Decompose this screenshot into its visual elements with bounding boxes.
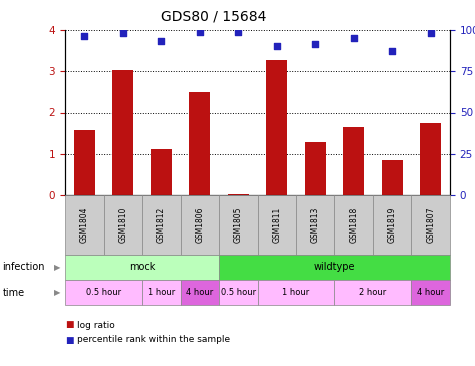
- Text: GSM1819: GSM1819: [388, 207, 397, 243]
- Text: 1 hour: 1 hour: [282, 288, 310, 297]
- Text: mock: mock: [129, 262, 155, 273]
- Text: 1 hour: 1 hour: [148, 288, 175, 297]
- Text: time: time: [2, 288, 25, 298]
- Text: ▶: ▶: [54, 288, 60, 297]
- Point: [427, 30, 435, 36]
- Text: wildtype: wildtype: [314, 262, 355, 273]
- Point: [312, 41, 319, 47]
- Text: GSM1806: GSM1806: [195, 207, 204, 243]
- Text: ▶: ▶: [54, 263, 60, 272]
- Text: GSM1810: GSM1810: [118, 207, 127, 243]
- Bar: [381, 160, 403, 195]
- Point: [350, 36, 358, 41]
- Text: ■: ■: [65, 336, 74, 344]
- Bar: [74, 130, 95, 195]
- Text: GSM1804: GSM1804: [80, 207, 89, 243]
- Text: 2 hour: 2 hour: [360, 288, 387, 297]
- Text: GSM1805: GSM1805: [234, 207, 243, 243]
- Text: percentile rank within the sample: percentile rank within the sample: [77, 336, 230, 344]
- Text: GSM1813: GSM1813: [311, 207, 320, 243]
- Text: 4 hour: 4 hour: [417, 288, 445, 297]
- Bar: [189, 92, 210, 195]
- Point: [196, 29, 204, 34]
- Text: infection: infection: [2, 262, 45, 273]
- Text: GSM1807: GSM1807: [426, 207, 435, 243]
- Text: 4 hour: 4 hour: [186, 288, 213, 297]
- Point: [235, 29, 242, 34]
- Bar: [304, 142, 326, 195]
- Point: [80, 33, 88, 39]
- Point: [119, 30, 126, 36]
- Text: GSM1818: GSM1818: [349, 207, 358, 243]
- Bar: [151, 149, 172, 195]
- Text: ■: ■: [65, 321, 74, 329]
- Bar: [266, 60, 287, 195]
- Bar: [112, 70, 133, 195]
- Text: 0.5 hour: 0.5 hour: [221, 288, 256, 297]
- Text: GSM1812: GSM1812: [157, 207, 166, 243]
- Text: log ratio: log ratio: [77, 321, 114, 329]
- Point: [157, 38, 165, 44]
- Bar: [228, 194, 249, 195]
- Bar: [420, 123, 441, 195]
- Text: GSM1811: GSM1811: [272, 207, 281, 243]
- Text: 0.5 hour: 0.5 hour: [86, 288, 121, 297]
- Point: [273, 43, 281, 49]
- Bar: [343, 127, 364, 195]
- Text: GDS80 / 15684: GDS80 / 15684: [161, 9, 266, 23]
- Point: [389, 48, 396, 53]
